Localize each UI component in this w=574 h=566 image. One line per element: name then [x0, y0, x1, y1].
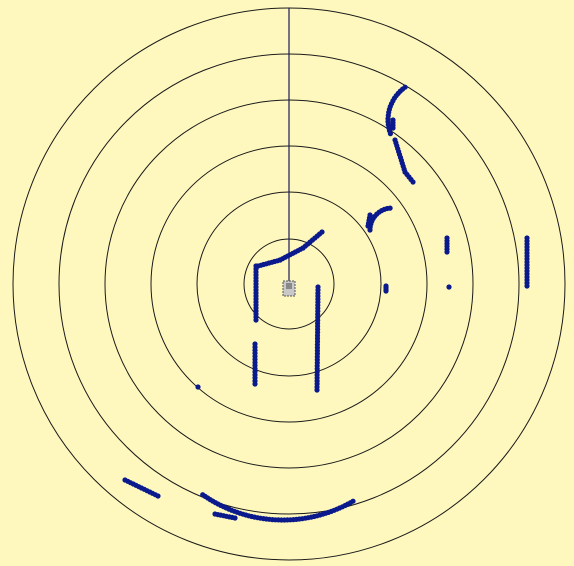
robot-icon: [282, 280, 296, 297]
scan-point: [232, 515, 238, 521]
scan-point: [252, 381, 258, 387]
robot-sensor: [286, 283, 292, 289]
scan-point: [410, 179, 416, 185]
scan-point: [365, 223, 371, 229]
scan-point: [350, 498, 356, 504]
scan-point: [383, 288, 389, 294]
scan-point: [155, 493, 161, 499]
scan-point: [195, 384, 201, 390]
scan-point: [387, 205, 393, 211]
scan-point: [446, 284, 452, 290]
scan-point: [253, 317, 259, 323]
scan-point: [524, 283, 530, 289]
scan-point: [314, 387, 320, 393]
scan-point: [402, 84, 408, 90]
scan-points: [122, 84, 530, 523]
scan-point: [390, 125, 396, 131]
scan-point: [444, 249, 450, 255]
